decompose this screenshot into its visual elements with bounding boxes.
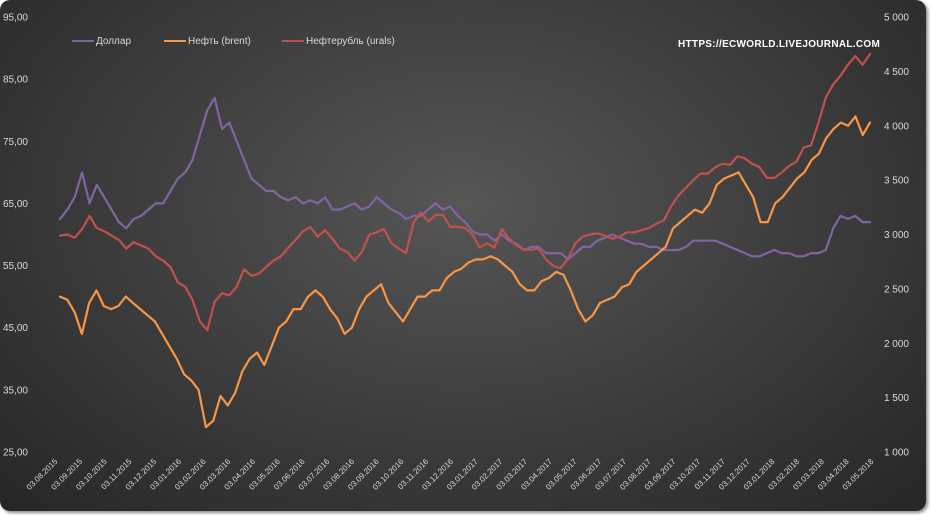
watermark-text: HTTPS://ECWORLD.LIVEJOURNAL.COM	[678, 39, 880, 50]
y-left-tick-label: 45,00	[3, 323, 28, 334]
legend-label: Нефтерубль (urals)	[306, 35, 395, 47]
y-right-tick-label: 2 000	[884, 339, 909, 350]
y-right-tick-label: 1 000	[884, 448, 909, 459]
y-left-tick-label: 95,00	[3, 13, 28, 24]
series-line	[58, 115, 872, 429]
y-right-tick-label: 1 500	[884, 393, 909, 404]
y-right-tick-label: 4 500	[884, 67, 909, 78]
y-left-tick-label: 35,00	[3, 385, 28, 396]
y-right-tick-label: 5 000	[884, 13, 909, 24]
y-left-tick-label: 65,00	[3, 199, 28, 210]
legend-label: Доллар	[96, 36, 131, 47]
y-right-tick-label: 2 500	[884, 284, 909, 295]
y-left-tick-label: 85,00	[3, 75, 28, 86]
y-left-tick-label: 25,00	[3, 448, 28, 459]
series-line	[58, 52, 872, 332]
y-right-tick-label: 3 000	[884, 230, 909, 241]
y-left-tick-label: 75,00	[3, 137, 28, 148]
series-line	[58, 96, 872, 261]
legend-label: Нефть (brent)	[188, 35, 251, 47]
y-right-tick-label: 4 000	[884, 121, 909, 132]
y-left-tick-label: 55,00	[3, 261, 28, 272]
y-right-tick-label: 3 500	[884, 176, 909, 187]
